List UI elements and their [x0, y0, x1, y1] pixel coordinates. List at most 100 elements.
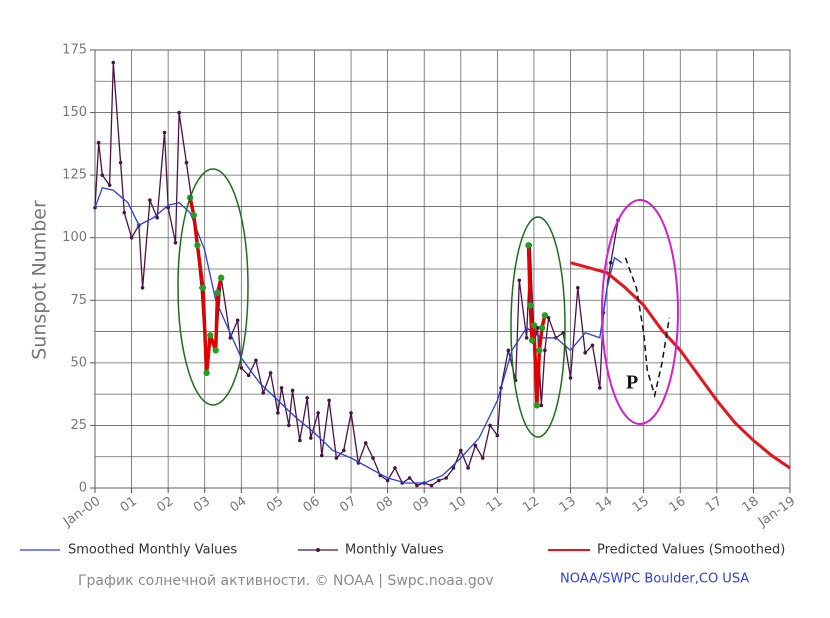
- data-point: [608, 260, 613, 265]
- data-point: [473, 443, 478, 448]
- data-point: [177, 110, 181, 115]
- data-point: [316, 411, 320, 415]
- data-point: [118, 160, 123, 165]
- data-point: [363, 441, 368, 445]
- data-point: [279, 386, 284, 390]
- data-point: [543, 348, 547, 353]
- highlight-point: [541, 312, 549, 319]
- data-point: [341, 448, 346, 453]
- data-point: [458, 448, 463, 453]
- data-point: [393, 466, 397, 470]
- data-point: [466, 466, 470, 470]
- data-point: [239, 366, 244, 370]
- data-point: [287, 423, 291, 428]
- data-point: [506, 348, 511, 353]
- data-point: [254, 358, 258, 363]
- data-point: [334, 456, 339, 460]
- data-point: [162, 130, 167, 135]
- data-point: [96, 140, 101, 145]
- highlight-point: [530, 322, 538, 329]
- y-tick-label: 150: [62, 105, 87, 120]
- data-point: [155, 215, 159, 220]
- highlight-point: [538, 324, 546, 332]
- data-point: [298, 438, 302, 443]
- data-point: [173, 240, 178, 245]
- highlight-point: [194, 242, 201, 249]
- y-tick-label: 175: [62, 43, 87, 58]
- y-tick-label: 125: [62, 168, 87, 183]
- highlight-point: [525, 242, 532, 249]
- ellipse: [510, 216, 566, 438]
- data-point: [568, 376, 573, 380]
- data-point: [576, 285, 580, 290]
- data-point: [349, 411, 353, 415]
- data-point: [235, 318, 240, 323]
- data-point: [597, 386, 602, 390]
- highlight-point: [203, 369, 210, 377]
- data-point: [246, 373, 251, 378]
- y-tick-label: 0: [79, 481, 87, 496]
- data-point: [261, 391, 266, 395]
- data-point: [327, 398, 331, 403]
- highlight-point: [528, 337, 536, 344]
- data-point: [429, 483, 434, 488]
- highlight-point: [533, 402, 541, 409]
- y-tick-label: 50: [70, 355, 87, 370]
- annotation: P: [626, 372, 638, 394]
- data-point: [122, 210, 127, 215]
- data-point: [148, 198, 152, 202]
- highlight-point: [207, 332, 214, 339]
- data-point: [488, 423, 492, 428]
- data-point: [305, 396, 309, 400]
- data-point: [517, 278, 522, 283]
- credit: NOAA/SWPC Boulder,CO USA: [560, 572, 749, 587]
- data-point: [309, 436, 313, 440]
- data-point: [590, 343, 595, 348]
- legend-label: Smoothed Monthly Values: [68, 543, 237, 558]
- highlight-point: [527, 302, 534, 309]
- data-point: [111, 60, 116, 65]
- data-point: [524, 336, 529, 340]
- highlight-point: [214, 289, 221, 296]
- highlight-point: [190, 211, 197, 219]
- data-point: [583, 351, 587, 355]
- highlight-point: [199, 284, 207, 291]
- legend-marker: [316, 548, 320, 552]
- data-point: [451, 466, 456, 470]
- legend-label: Predicted Values (Smoothed): [597, 543, 785, 558]
- highlight-point: [536, 347, 543, 354]
- y-tick-label: 25: [70, 418, 87, 433]
- series-line: [570, 261, 791, 470]
- data-point: [140, 285, 145, 290]
- data-point: [290, 388, 295, 393]
- legend-label: Monthly Values: [345, 543, 444, 558]
- highlight-point: [217, 274, 225, 281]
- data-point: [437, 478, 441, 483]
- data-point: [184, 160, 189, 165]
- data-point: [129, 235, 134, 240]
- data-point: [371, 456, 375, 460]
- ellipse: [601, 199, 679, 425]
- data-point: [276, 411, 280, 415]
- data-point: [100, 173, 105, 177]
- data-point: [539, 403, 544, 408]
- highlight-point: [212, 347, 219, 354]
- data-point: [480, 456, 485, 460]
- ellipse: [177, 168, 249, 406]
- y-axis-label: Sunspot Number: [29, 200, 51, 360]
- data-point: [319, 453, 324, 458]
- highlight-line: [526, 245, 547, 406]
- y-tick-label: 100: [62, 230, 87, 245]
- data-point: [268, 371, 273, 375]
- y-tick-label: 75: [70, 293, 87, 308]
- data-point: [561, 331, 566, 335]
- data-point: [107, 183, 112, 187]
- caption: График солнечной активности. © NOAA | Sw…: [78, 573, 494, 589]
- series-line: [94, 186, 623, 484]
- data-point: [444, 476, 448, 480]
- data-point: [415, 483, 419, 488]
- data-point: [495, 433, 500, 438]
